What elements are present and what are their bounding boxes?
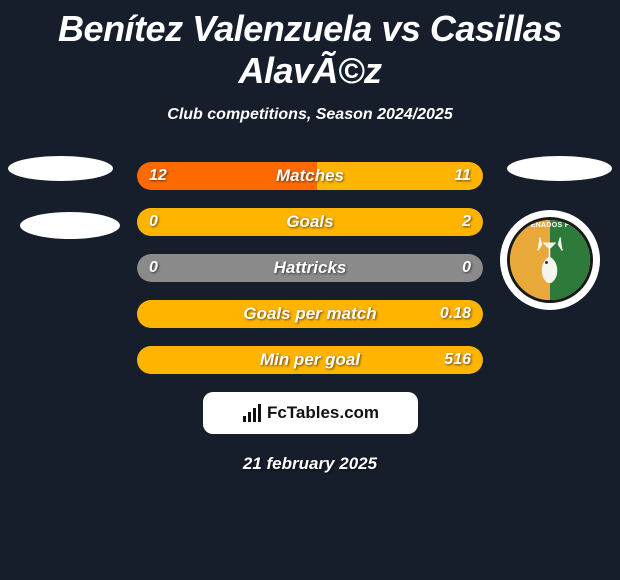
club-badge-text: ENADOS F: [510, 222, 590, 229]
stat-value-right: 516: [444, 351, 471, 369]
stat-value-right: 0: [462, 259, 471, 277]
stat-value-right: 11: [454, 167, 471, 185]
stat-label: Min per goal: [260, 350, 360, 370]
subtitle: Club competitions, Season 2024/2025: [0, 106, 620, 124]
footer-date: 21 february 2025: [0, 454, 620, 474]
stat-label: Matches: [276, 166, 344, 186]
stat-value-left: 0: [149, 213, 158, 231]
stat-row: Goals per match 0.18: [137, 300, 483, 328]
stat-row: 12 Matches 11: [137, 162, 483, 190]
chart-icon: [241, 402, 263, 424]
stat-value-right: 2: [462, 213, 471, 231]
stat-value-right: 0.18: [440, 305, 471, 323]
stat-row: 0 Hattricks 0: [137, 254, 483, 282]
stat-value-left: 12: [149, 167, 167, 185]
right-player-avatar-placeholder: [507, 156, 612, 181]
left-club-badge-placeholder: [20, 212, 120, 239]
stat-label: Goals per match: [243, 304, 376, 324]
page-title: Benítez Valenzuela vs Casillas AlavÃ©z: [0, 0, 620, 92]
stat-row: 0 Goals 2: [137, 208, 483, 236]
stat-label: Goals: [286, 212, 333, 232]
left-player-avatar-placeholder: [8, 156, 113, 181]
stat-row: Min per goal 516: [137, 346, 483, 374]
stat-value-left: 0: [149, 259, 158, 277]
right-club-badge: ENADOS F: [500, 210, 600, 310]
brand-logo: FcTables.com: [203, 392, 418, 434]
stat-bars: 12 Matches 11 0 Goals 2 0 Hattricks 0 Goals per m…: [137, 162, 483, 374]
stat-label: Hattricks: [274, 258, 347, 278]
brand-text: FcTables.com: [267, 403, 379, 423]
deer-icon: [528, 233, 573, 288]
stats-container: ENADOS F 12 Matches 11 0 Goals 2 0 Hattricks 0 Go…: [0, 162, 620, 374]
